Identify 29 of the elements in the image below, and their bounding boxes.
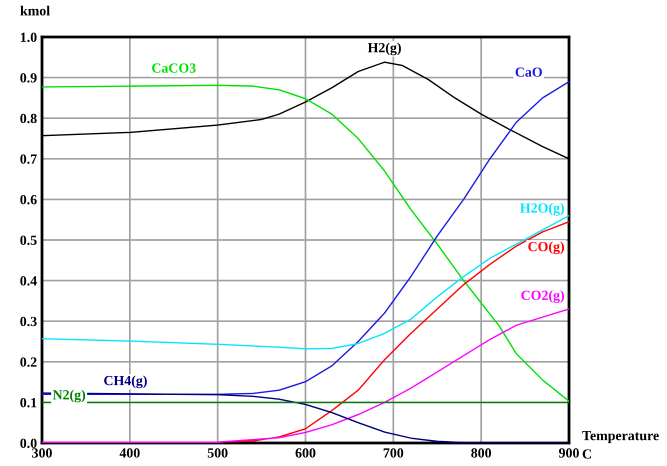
series-label: H2O(g): [520, 202, 564, 216]
y-tick-label: 0.8: [20, 114, 37, 124]
y-tick-label: 0.5: [20, 236, 37, 246]
x-tick-label: 400: [120, 448, 140, 458]
x-axis-title: Temperature C: [582, 431, 659, 459]
x-tick-label: 500: [208, 448, 228, 458]
x-tick-label: 300: [32, 448, 52, 458]
y-tick-label: 0.6: [20, 194, 37, 204]
series-label: H2(g): [368, 42, 401, 56]
y-tick-label: 1.0: [20, 32, 37, 42]
series-label: CaCO3: [152, 63, 196, 73]
y-tick-label: 0.2: [20, 357, 37, 367]
x-tick-label: 600: [296, 448, 316, 458]
series-label: CaO: [516, 67, 542, 77]
line-series: [42, 214, 569, 350]
y-tick-label: 0.1: [20, 398, 36, 408]
y-tick-label: 0.3: [20, 316, 37, 326]
series-label: CH4(g): [104, 375, 147, 388]
x-tick-label: 700: [384, 448, 404, 458]
y-tick-label: 0.7: [20, 154, 37, 164]
series-label: CO(g): [528, 242, 564, 254]
y-tick-label: 0.4: [20, 276, 37, 286]
y-tick-label: 0.9: [20, 73, 37, 83]
x-tick-label: 900: [558, 448, 579, 458]
series-label: CO2(g): [521, 290, 564, 303]
series-label: N2(g): [52, 390, 86, 402]
y-axis-title: kmol: [20, 6, 50, 16]
y-tick-label: 0.0: [20, 438, 37, 448]
x-tick-label: 800: [471, 448, 492, 458]
